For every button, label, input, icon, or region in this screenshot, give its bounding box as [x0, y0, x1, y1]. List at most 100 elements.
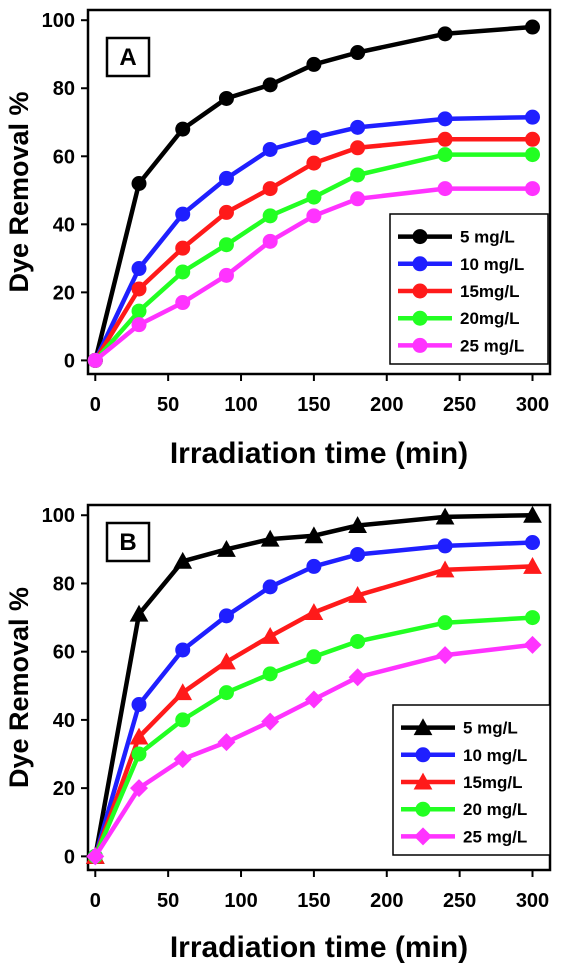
series-4 [87, 610, 541, 864]
panel-label: B [119, 529, 136, 556]
x-tick-label: 150 [297, 394, 330, 416]
data-point [350, 45, 366, 61]
series-2 [87, 109, 541, 368]
data-point [525, 109, 541, 125]
data-point [525, 147, 541, 163]
data-point [261, 712, 280, 731]
data-point [173, 683, 193, 701]
data-point [348, 586, 367, 603]
data-point [350, 546, 366, 562]
y-tick-label: 100 [42, 505, 75, 527]
data-point [131, 303, 147, 319]
y-axis-label: Dye Removal % [4, 91, 34, 292]
legend-entry: 20mg/L [460, 309, 520, 328]
data-point [350, 119, 366, 135]
y-tick-label: 80 [53, 78, 75, 100]
data-point [175, 642, 191, 658]
data-point [350, 191, 366, 207]
data-point [262, 233, 278, 249]
x-tick-label: 100 [224, 394, 257, 416]
data-point [175, 264, 191, 280]
data-point [306, 208, 322, 224]
legend-marker [412, 337, 428, 353]
data-point [129, 727, 149, 745]
legend-marker [415, 747, 431, 763]
data-point [350, 633, 366, 649]
data-point [306, 155, 322, 171]
chart-panel-b: 0 20 40 60 80 100 0 50 100 150 200 250 300 Irradiatio… [4, 503, 552, 964]
data-point [131, 175, 147, 191]
y-tick-label: 60 [53, 642, 75, 664]
panel-label-box [105, 36, 151, 78]
data-point [437, 615, 453, 631]
data-point [218, 267, 234, 283]
y-tick-label: 40 [53, 214, 75, 236]
legend-marker [415, 801, 431, 817]
legend-entry: 15mg/L [460, 282, 520, 301]
data-point [262, 208, 278, 224]
data-point [306, 649, 322, 665]
data-point [218, 685, 234, 701]
y-tick-label: 80 [53, 573, 75, 595]
data-point [87, 352, 103, 368]
data-point [523, 505, 542, 523]
data-point [525, 19, 541, 35]
plot-frame [86, 8, 552, 376]
x-tick-label: 50 [157, 890, 179, 912]
data-point [218, 204, 234, 220]
data-point [525, 131, 541, 147]
data-point [86, 847, 105, 866]
legend-marker [413, 772, 433, 790]
legend: 5 mg/L 10 mg/L 15mg/L 20mg/L 25 mg/L [389, 213, 549, 365]
y-tick-label: 20 [53, 282, 75, 304]
legend-marker [414, 827, 432, 846]
y-axis-label: Dye Removal % [4, 587, 34, 788]
x-tick-label: 100 [224, 890, 257, 912]
legend-entry: 5 mg/L [463, 719, 518, 738]
x-tick-label: 250 [443, 890, 476, 912]
legend-entry: 10 mg/L [460, 255, 524, 274]
legend-entry: 10 mg/L [463, 746, 527, 765]
data-point [131, 746, 147, 762]
x-tick-label: 0 [90, 394, 101, 416]
x-tick-label: 250 [443, 394, 476, 416]
data-point [173, 750, 192, 769]
data-point [523, 557, 542, 574]
data-point [175, 121, 191, 137]
legend-entry: 5 mg/L [460, 228, 515, 247]
series-3 [87, 131, 541, 368]
data-point [304, 603, 324, 620]
x-axis-label: Irradiation time (min) [170, 931, 468, 964]
data-point [217, 652, 236, 670]
legend-marker [412, 283, 428, 299]
data-point [525, 535, 541, 551]
data-point [218, 608, 234, 624]
legend-entry: 20 mg/L [463, 800, 527, 819]
data-point [437, 538, 453, 554]
legend-marker [412, 310, 428, 326]
data-point [131, 261, 147, 277]
data-point [523, 635, 542, 654]
series-1 [85, 505, 542, 864]
y-tick-label: 20 [53, 778, 75, 800]
data-point [525, 181, 541, 197]
data-point [350, 167, 366, 183]
data-point [131, 281, 147, 297]
data-point [129, 604, 149, 622]
data-point [350, 140, 366, 156]
legend-entry: 25 mg/L [463, 827, 527, 846]
data-point [306, 56, 322, 72]
x-tick-label: 300 [516, 394, 549, 416]
series-5 [87, 181, 541, 368]
data-point [217, 539, 236, 557]
data-point [260, 626, 280, 644]
panel-label: A [119, 44, 136, 71]
data-point [131, 317, 147, 333]
series-1 [87, 19, 541, 368]
y-tick-label: 40 [53, 710, 75, 732]
legend-marker [412, 229, 428, 245]
legend-marker [412, 256, 428, 272]
data-point [437, 26, 453, 42]
y-tick-label: 0 [64, 846, 75, 868]
